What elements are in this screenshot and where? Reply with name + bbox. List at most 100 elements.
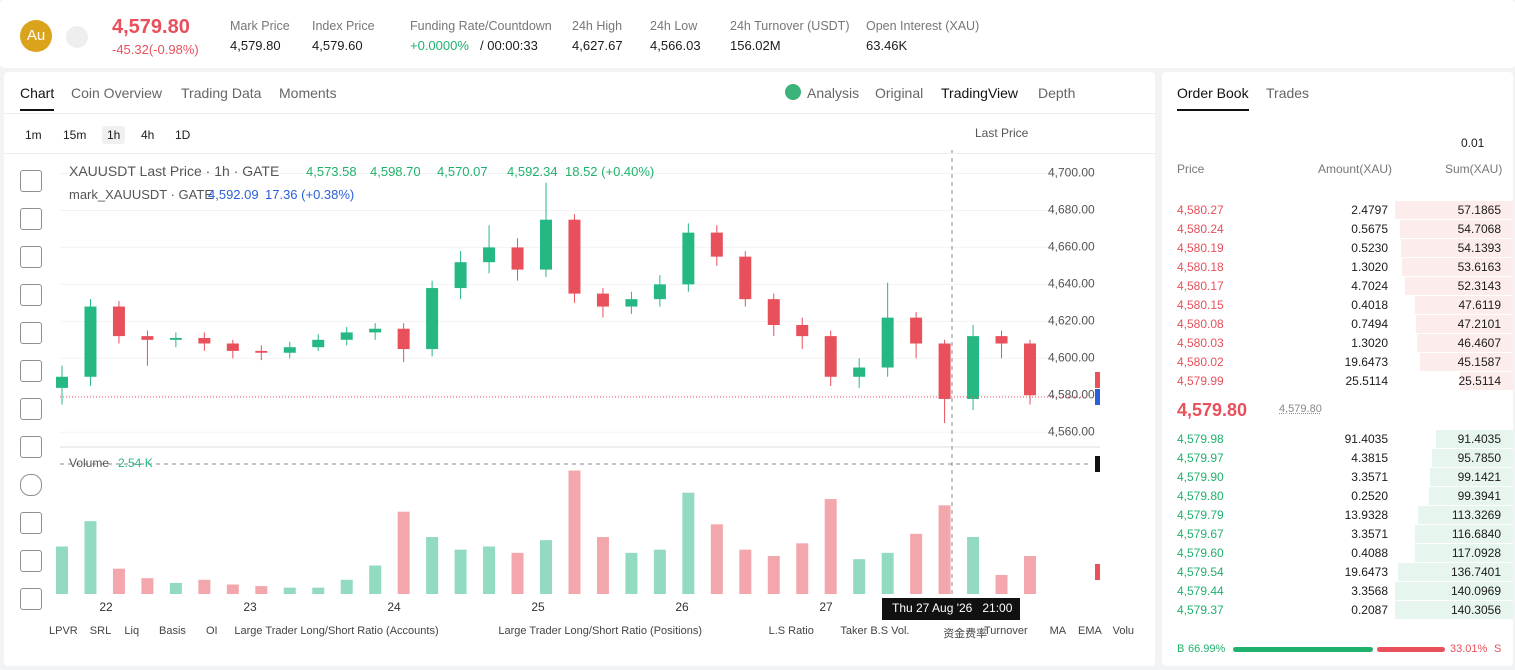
candle-body [226,343,239,351]
indicator[interactable]: L.S Ratio [768,625,814,637]
volume-bar [540,540,552,594]
indicator[interactable]: LPVR [49,625,78,637]
depth-bar [1414,296,1513,314]
tab[interactable]: Chart [20,85,55,111]
interval[interactable]: 15m [63,128,87,142]
ob-sum: 136.7401 [1450,565,1501,579]
ratio-sell [1377,647,1445,652]
volume-bar [56,546,68,594]
candle-body [312,339,325,348]
candle-body [426,288,439,350]
sell-label: S [1494,643,1502,655]
precision[interactable]: 0.01 [1461,136,1485,150]
candle-body [824,336,837,377]
stat-value: 4,627.67 [572,38,623,53]
ob-price: 4,579.80 [1177,489,1224,503]
sell-pct: 33.01% [1450,643,1488,655]
candle-body [511,247,524,270]
drawing-tool[interactable] [20,246,42,268]
drawing-tool[interactable] [20,360,42,382]
interval[interactable]: 1D [175,128,191,142]
indicator[interactable]: Taker B.S Vol. [840,625,910,637]
ob-tab[interactable]: Trades [1266,85,1310,101]
ob-price: 4,579.54 [1177,565,1224,579]
view-tab[interactable]: Depth [1038,85,1076,101]
drawing-tool[interactable] [20,398,42,420]
volume-bar [511,552,524,594]
stat-label: 24h Low [650,19,698,33]
volume-bar [397,511,410,594]
indicator[interactable]: 资金费率 [943,628,988,640]
ob-amount: 3.3571 [1351,527,1388,541]
view-tab[interactable]: Original [875,85,924,101]
volume-bar [653,549,666,594]
depth-bar [1429,468,1513,486]
ob-amount: 1.3020 [1351,336,1388,350]
tab[interactable]: Trading Data [181,85,262,101]
y-tick-label: 4,620.00 [1048,314,1095,328]
ob-price: 4,580.27 [1177,203,1224,217]
interval[interactable]: 1m [25,128,42,142]
ob-sum: 140.3056 [1450,603,1501,617]
drawing-tool[interactable] [20,474,42,496]
indicator[interactable]: OI [206,625,218,637]
analysis-icon[interactable] [785,84,801,100]
drawing-tool[interactable] [20,436,42,458]
indicator[interactable]: EMA [1078,625,1102,637]
indicator[interactable]: MA [1049,625,1067,637]
legend-mark-value: 4,592.09 [208,187,259,202]
ob-price: 4,579.90 [1177,470,1224,484]
price-type[interactable]: Last Price [975,126,1029,140]
view-tab[interactable]: Analysis [807,85,860,101]
drawing-tool[interactable] [20,208,42,230]
candle-body [1024,343,1036,396]
tab[interactable]: Moments [279,85,337,101]
candle-body [283,347,296,353]
ob-sum: 117.0928 [1451,546,1501,560]
favorite[interactable] [66,26,88,48]
stat-label: 24h High [572,19,623,33]
ob-sum: 54.7068 [1457,222,1501,236]
drawing-tool[interactable] [20,512,42,534]
volume-bar [340,579,353,594]
volume-bar [824,499,837,594]
interval[interactable]: 4h [141,128,155,142]
indicator[interactable]: SRL [89,625,112,637]
ob-amount: 25.5114 [1345,374,1389,388]
ob-sum: 91.4035 [1457,432,1501,446]
stat-label: 24h Turnover (USDT) [730,19,850,33]
ob-amount: 3.3571 [1351,470,1388,484]
ob-sum: 45.1587 [1457,355,1501,369]
view-tab[interactable]: TradingView [941,85,1019,101]
volume-bar [967,537,980,594]
candle-body [397,328,410,350]
candle-body [340,332,353,340]
volume-bar [625,552,638,594]
volume-bar [112,568,125,594]
ob-price: 4,580.08 [1177,317,1224,331]
indicator[interactable]: Turnover [984,625,1028,637]
ob-tab[interactable]: Order Book [1177,85,1249,111]
candle-body [625,299,638,307]
drawing-tool[interactable] [20,588,42,610]
indicator[interactable]: Large Trader Long/Short Ratio (Positions… [498,625,702,637]
drawing-tool[interactable] [20,284,42,306]
volume-bar [682,492,695,594]
tab[interactable]: Coin Overview [71,85,163,101]
indicator[interactable]: Liq [124,625,140,637]
depth-bar [1395,582,1513,600]
indicator[interactable]: Volu [1112,625,1135,637]
indicator[interactable]: Basis [159,625,186,637]
drawing-tool[interactable] [20,170,42,192]
drawing-tool[interactable] [20,550,42,572]
interval[interactable]: 1h [102,126,126,144]
indicator[interactable]: Large Trader Long/Short Ratio (Accounts) [234,625,439,637]
ob-header: Price [1177,162,1205,176]
drawing-tool[interactable] [20,322,42,344]
ob-sum: 47.6119 [1458,298,1502,312]
ob-amount: 19.6473 [1344,565,1388,579]
coin-icon: Au [20,20,52,52]
volume-bar [796,543,809,594]
chart: 4,560.00 4,580.00 4,600.00 4,620.00 4,640.00… [56,150,1100,620]
header: Au 4,579.80 -45.32(-0.98%) Mark Price 4,5… [0,0,1515,68]
